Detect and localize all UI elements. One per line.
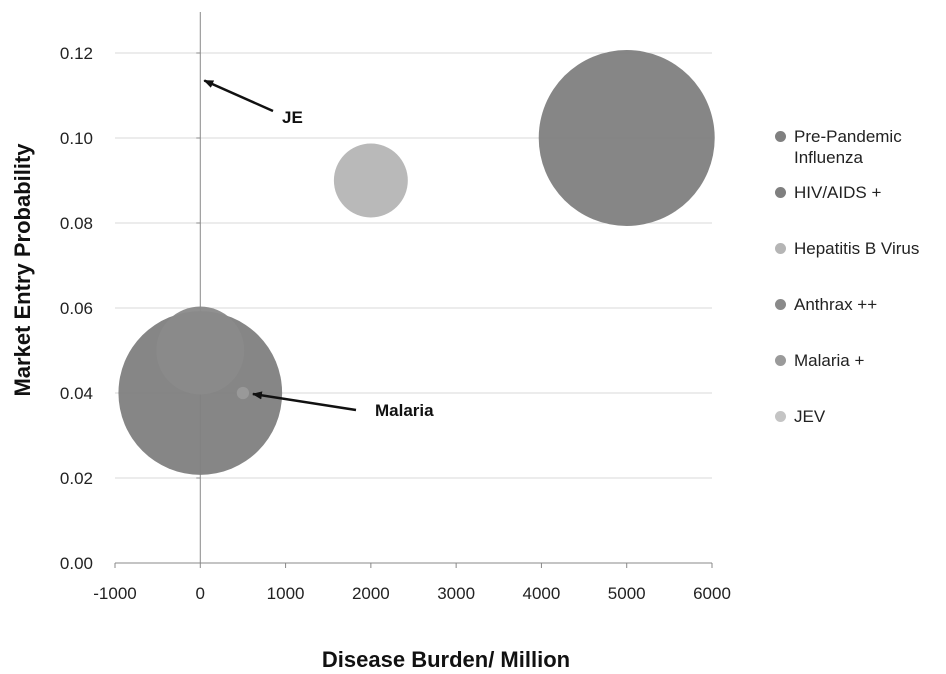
legend-swatch [775,355,786,366]
x-tick-label: 5000 [608,584,646,603]
x-tick-label: 1000 [267,584,305,603]
malaria-annotation: Malaria [375,401,434,420]
malaria-arrow [251,391,357,412]
legend-label: Anthrax ++ [794,295,878,314]
y-tick-label: 0.04 [60,384,93,403]
bubbles [118,50,715,475]
x-tick-label: 2000 [352,584,390,603]
legend-swatch [775,299,786,310]
x-tick-label: 6000 [693,584,731,603]
bubble-malaria [236,386,250,400]
y-tick-label: 0.10 [60,129,93,148]
x-tick-label: -1000 [93,584,136,603]
legend-label: Malaria + [794,351,865,370]
legend-swatch [775,243,786,254]
legend-item: Hepatitis B Virus [775,238,945,294]
x-tick-label: 4000 [523,584,561,603]
x-tick-label: 3000 [437,584,475,603]
y-tick-label: 0.00 [60,554,93,573]
y-tick-label: 0.06 [60,299,93,318]
legend-swatch [775,187,786,198]
tick-labels: 0.00 0.02 0.04 0.06 0.08 0.10 0.12 -1000 0 1000 20… [60,44,731,603]
x-tick-label: 0 [196,584,205,603]
legend-swatch [775,411,786,422]
legend-item: Anthrax ++ [775,294,945,350]
y-axis-title: Market Entry Probability [10,143,35,397]
je-arrow [203,79,274,113]
legend-item: Malaria + [775,350,945,406]
y-tick-label: 0.02 [60,469,93,488]
legend-label: Pre-Pandemic Influenza [794,127,902,167]
legend: Pre-Pandemic Influenza HIV/AIDS + Hepatiti… [775,126,945,462]
bubble-anthrax [156,306,245,395]
legend-item: JEV [775,406,945,462]
legend-swatch [775,131,786,142]
bubble-hepatitis-b-virus [333,143,408,218]
y-tick-label: 0.12 [60,44,93,63]
legend-item: Pre-Pandemic Influenza [775,126,945,182]
y-tick-label: 0.08 [60,214,93,233]
je-annotation: JE [282,108,303,127]
x-axis-title: Disease Burden/ Million [322,647,570,672]
legend-label: Hepatitis B Virus [794,239,920,258]
legend-label: HIV/AIDS + [794,183,882,202]
annotations: JE Malaria [203,79,434,420]
legend-label: JEV [794,407,826,426]
legend-item: HIV/AIDS + [775,182,945,238]
bubble-pre-pandemic-influenza [538,50,715,226]
